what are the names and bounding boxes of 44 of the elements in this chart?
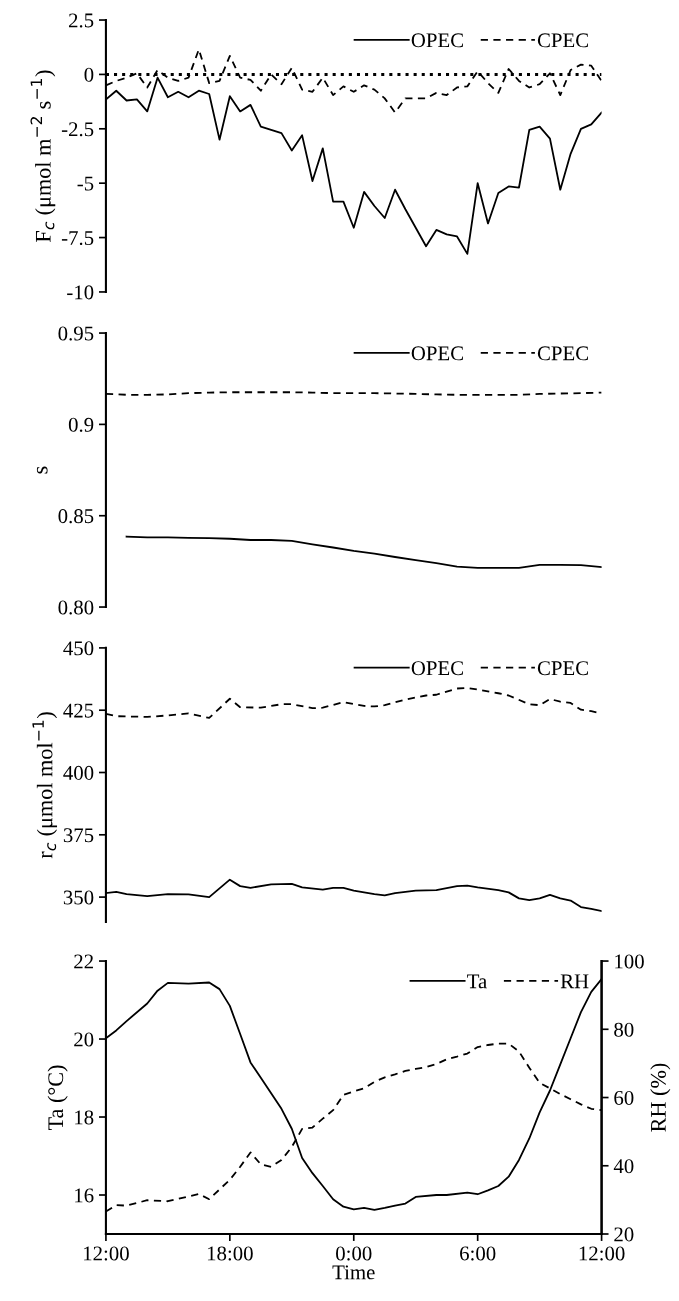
y2-tick-label: 80	[614, 1022, 634, 1037]
y-axis-title: s	[36, 466, 48, 474]
y-tick-label: 18	[75, 1110, 94, 1125]
y-axis-title: r$_{c}$ (μmol mol$^{−1}$)	[32, 712, 58, 859]
y-tick-label: 2.5	[68, 13, 94, 28]
x-tick-label: 12:00	[84, 1246, 129, 1261]
x-tick-label: 6:00	[460, 1246, 496, 1261]
y-tick-label: -7.5	[61, 231, 94, 246]
y-tick-label: 0.85	[58, 509, 94, 524]
y-tick-label: 400	[63, 765, 94, 780]
y-axis-title: F$_{c}$ (μmol m$^{−2}$ s$^{−1}$)	[30, 70, 56, 243]
y-tick-label: 20	[74, 1032, 94, 1047]
legend-label: CPEC	[537, 661, 588, 676]
y2-axis-title: RH (%)	[650, 1063, 671, 1132]
legend-label: CPEC	[537, 33, 588, 48]
y-tick-label: 0.95	[58, 326, 94, 341]
y-tick-label: -2.5	[61, 122, 94, 137]
y-tick-label: 16	[75, 1188, 94, 1203]
x-tick-label: 12:00	[579, 1246, 625, 1261]
y-tick-label: 0.80	[58, 600, 94, 615]
y2-tick-label: 60	[614, 1090, 634, 1105]
y-tick-label: 450	[63, 641, 94, 656]
y-axis-title: Ta (°C)	[47, 1065, 68, 1131]
y2-tick-label: 40	[613, 1159, 634, 1174]
x-tick-label: 0:00	[336, 1246, 372, 1261]
y-tick-label: 22	[74, 954, 93, 969]
y-tick-label: 425	[63, 703, 94, 718]
y-tick-label: -10	[67, 285, 94, 300]
y-tick-label: -5	[77, 176, 94, 191]
x-tick-label: 18:00	[207, 1246, 253, 1261]
line-series	[125, 535, 602, 569]
legend-label: OPEC	[411, 346, 463, 361]
legend-label: OPEC	[411, 33, 463, 48]
x-axis-title: Time	[332, 1265, 375, 1280]
legend-label: RH	[560, 974, 589, 989]
y-tick-label: 350	[63, 890, 94, 905]
y2-tick-label: 20	[614, 1227, 634, 1242]
legend-label: Ta	[467, 974, 487, 989]
y-tick-label: 0.9	[68, 417, 94, 432]
y-tick-label: 0	[84, 67, 94, 82]
y-tick-label: 375	[63, 828, 94, 843]
legend-label: CPEC	[537, 346, 588, 361]
legend-label: OPEC	[411, 661, 463, 676]
y2-tick-label: 100	[615, 954, 644, 969]
